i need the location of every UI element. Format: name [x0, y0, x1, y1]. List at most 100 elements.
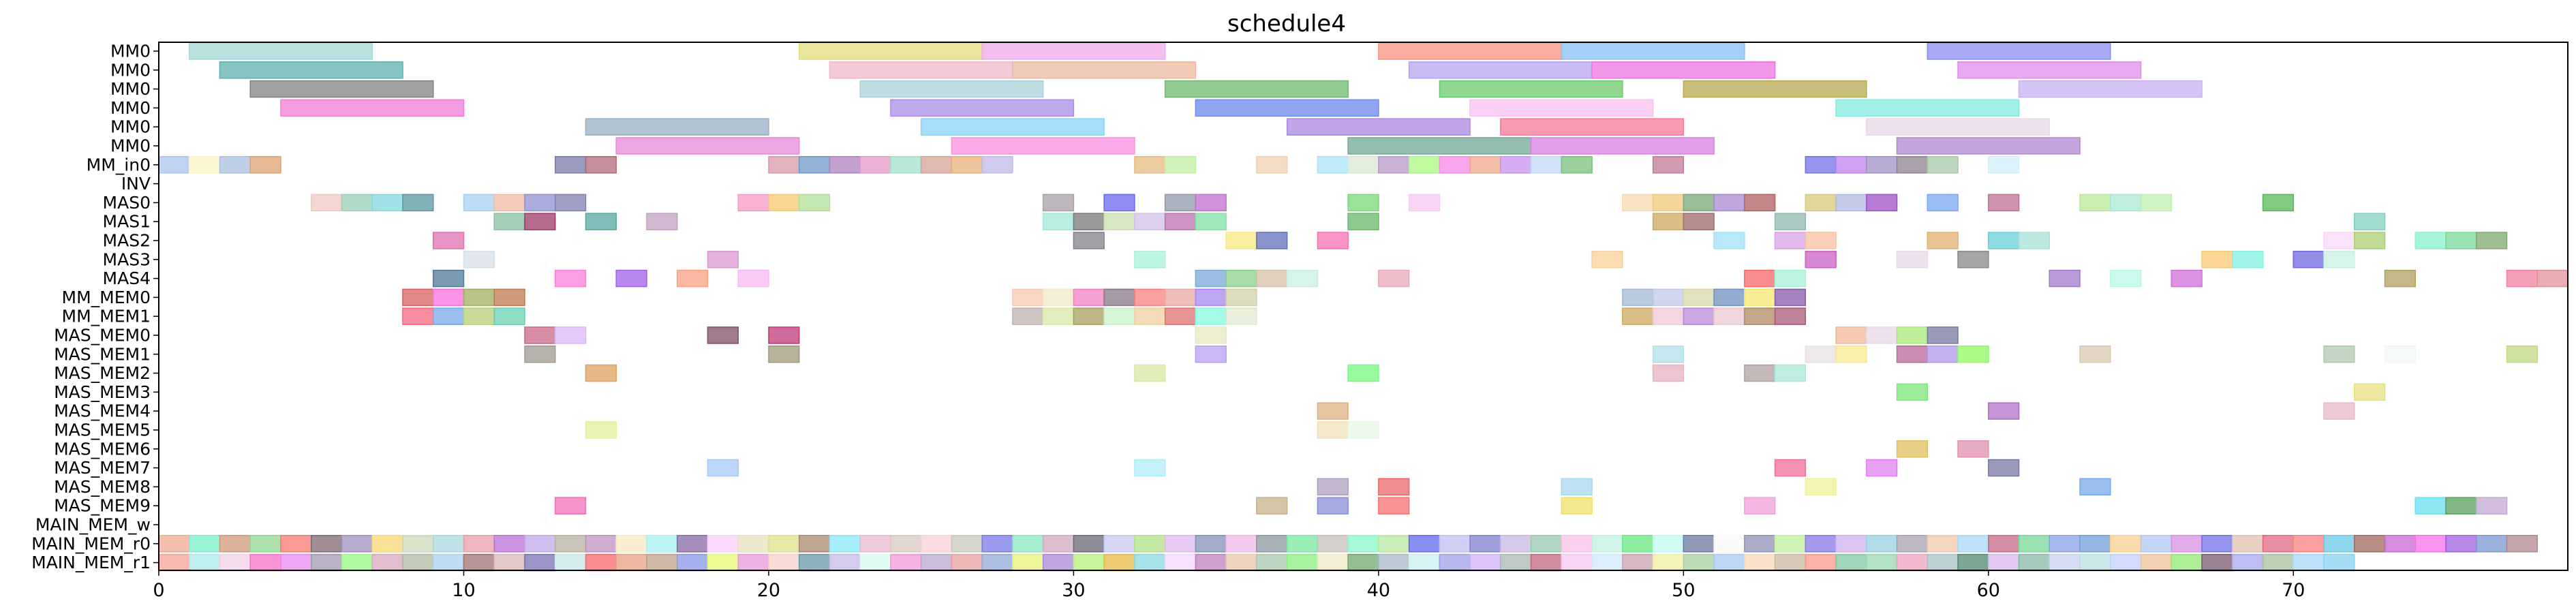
task-bar [1134, 535, 1166, 553]
task-bar [1408, 194, 1441, 212]
task-bar [2232, 251, 2264, 268]
task-bar [2079, 345, 2111, 363]
task-bar [2445, 232, 2477, 249]
task-bar [158, 156, 190, 174]
x-tick-label: 60 [1977, 580, 2000, 601]
task-bar [829, 61, 1013, 79]
task-bar [1866, 459, 1898, 477]
task-bar [1591, 535, 1623, 553]
task-bar [2293, 535, 2325, 553]
task-bar [1530, 156, 1563, 174]
task-bar [1835, 345, 1867, 363]
task-bar [1256, 232, 1288, 249]
task-bar [981, 156, 1013, 174]
y-tick-label: MAS_MEM4 [54, 401, 151, 421]
task-bar [493, 213, 525, 230]
task-bar [2323, 535, 2355, 553]
task-bar [1347, 194, 1379, 212]
y-tick-label: MAS1 [103, 212, 151, 232]
task-bar [676, 269, 709, 288]
task-bar [951, 137, 1135, 155]
task-bar [1469, 553, 1501, 572]
task-bar [585, 213, 617, 230]
task-bar [768, 553, 800, 572]
task-bar [1408, 553, 1441, 572]
task-bar [1530, 535, 1563, 553]
task-bar [1195, 345, 1227, 363]
task-bar [2293, 553, 2325, 572]
task-bar [1561, 478, 1593, 496]
task-bar [524, 213, 556, 230]
task-bar [2506, 345, 2539, 363]
task-bar [1866, 118, 2051, 136]
y-tick-label: MM0 [110, 98, 151, 118]
task-bar [707, 459, 739, 477]
task-bar [1408, 61, 1593, 79]
task-bar [1896, 326, 1929, 344]
y-tick-label: MAS_MEM0 [54, 326, 151, 345]
task-bar [920, 118, 1105, 136]
task-bar [2171, 535, 2203, 553]
task-bar [2201, 535, 2233, 553]
task-bar [1774, 213, 1807, 230]
task-bar [768, 345, 800, 363]
y-tick-label: INV [121, 174, 151, 194]
task-bar [2354, 213, 2386, 230]
task-bar [1530, 137, 1715, 155]
task-bar [189, 553, 221, 572]
task-bar [1896, 383, 1929, 401]
task-bar [1988, 156, 2020, 174]
task-bar [2536, 269, 2569, 288]
task-bar [1225, 232, 1257, 249]
task-bar [1927, 553, 1959, 572]
task-bar [2049, 553, 2081, 572]
task-bar [432, 553, 465, 572]
task-bar [737, 194, 769, 212]
task-bar [1957, 553, 1989, 572]
task-bar [1591, 251, 1623, 268]
x-tick-label: 50 [1672, 580, 1695, 601]
task-bar [585, 364, 617, 382]
task-bar [554, 194, 587, 212]
task-bar [1744, 269, 1776, 288]
task-bar [493, 288, 525, 307]
task-bar [859, 156, 891, 174]
task-bar [219, 61, 403, 79]
task-bar [554, 269, 587, 288]
task-bar [1164, 307, 1197, 325]
task-bar [1744, 553, 1776, 572]
task-bar [1500, 118, 1685, 136]
x-tick-label: 40 [1367, 580, 1390, 601]
task-bar [1957, 345, 1989, 363]
task-bar [2323, 553, 2355, 572]
task-bar [1683, 288, 1715, 307]
task-bar [1317, 478, 1349, 496]
x-tick-label: 0 [153, 580, 164, 601]
task-bar [1561, 497, 1593, 514]
task-bar [890, 156, 922, 174]
task-bar [2079, 535, 2111, 553]
task-bar [1164, 535, 1197, 553]
task-bar [2110, 535, 2142, 553]
task-bar [1652, 288, 1685, 307]
task-bar [1134, 459, 1166, 477]
task-bar [493, 535, 525, 553]
task-bar [280, 535, 312, 553]
task-bar [1378, 535, 1410, 553]
task-bar [1042, 535, 1075, 553]
task-bar [1042, 194, 1075, 212]
task-bar [2354, 383, 2386, 401]
task-bar [646, 553, 678, 572]
task-bar [2262, 535, 2295, 553]
task-bar [1896, 553, 1929, 572]
task-bar [1500, 535, 1532, 553]
task-bar [1744, 307, 1776, 325]
task-bar [463, 194, 495, 212]
y-tick-label: MAS_MEM7 [54, 458, 151, 478]
y-tick-label: MAS_MEM3 [54, 382, 151, 402]
task-bar [1805, 535, 1837, 553]
task-bar [1103, 288, 1135, 307]
task-bar [1134, 553, 1166, 572]
task-bar [920, 156, 953, 174]
task-bar [1073, 288, 1105, 307]
